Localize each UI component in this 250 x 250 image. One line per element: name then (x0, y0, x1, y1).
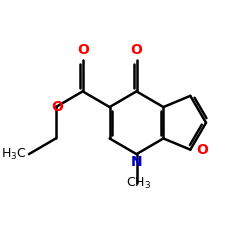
Text: O: O (130, 42, 142, 56)
Text: O: O (77, 42, 89, 56)
Text: H$_3$C: H$_3$C (1, 146, 27, 162)
Text: O: O (197, 143, 208, 157)
Text: O: O (51, 100, 63, 114)
Text: CH$_3$: CH$_3$ (126, 176, 151, 190)
Text: N: N (131, 155, 142, 169)
